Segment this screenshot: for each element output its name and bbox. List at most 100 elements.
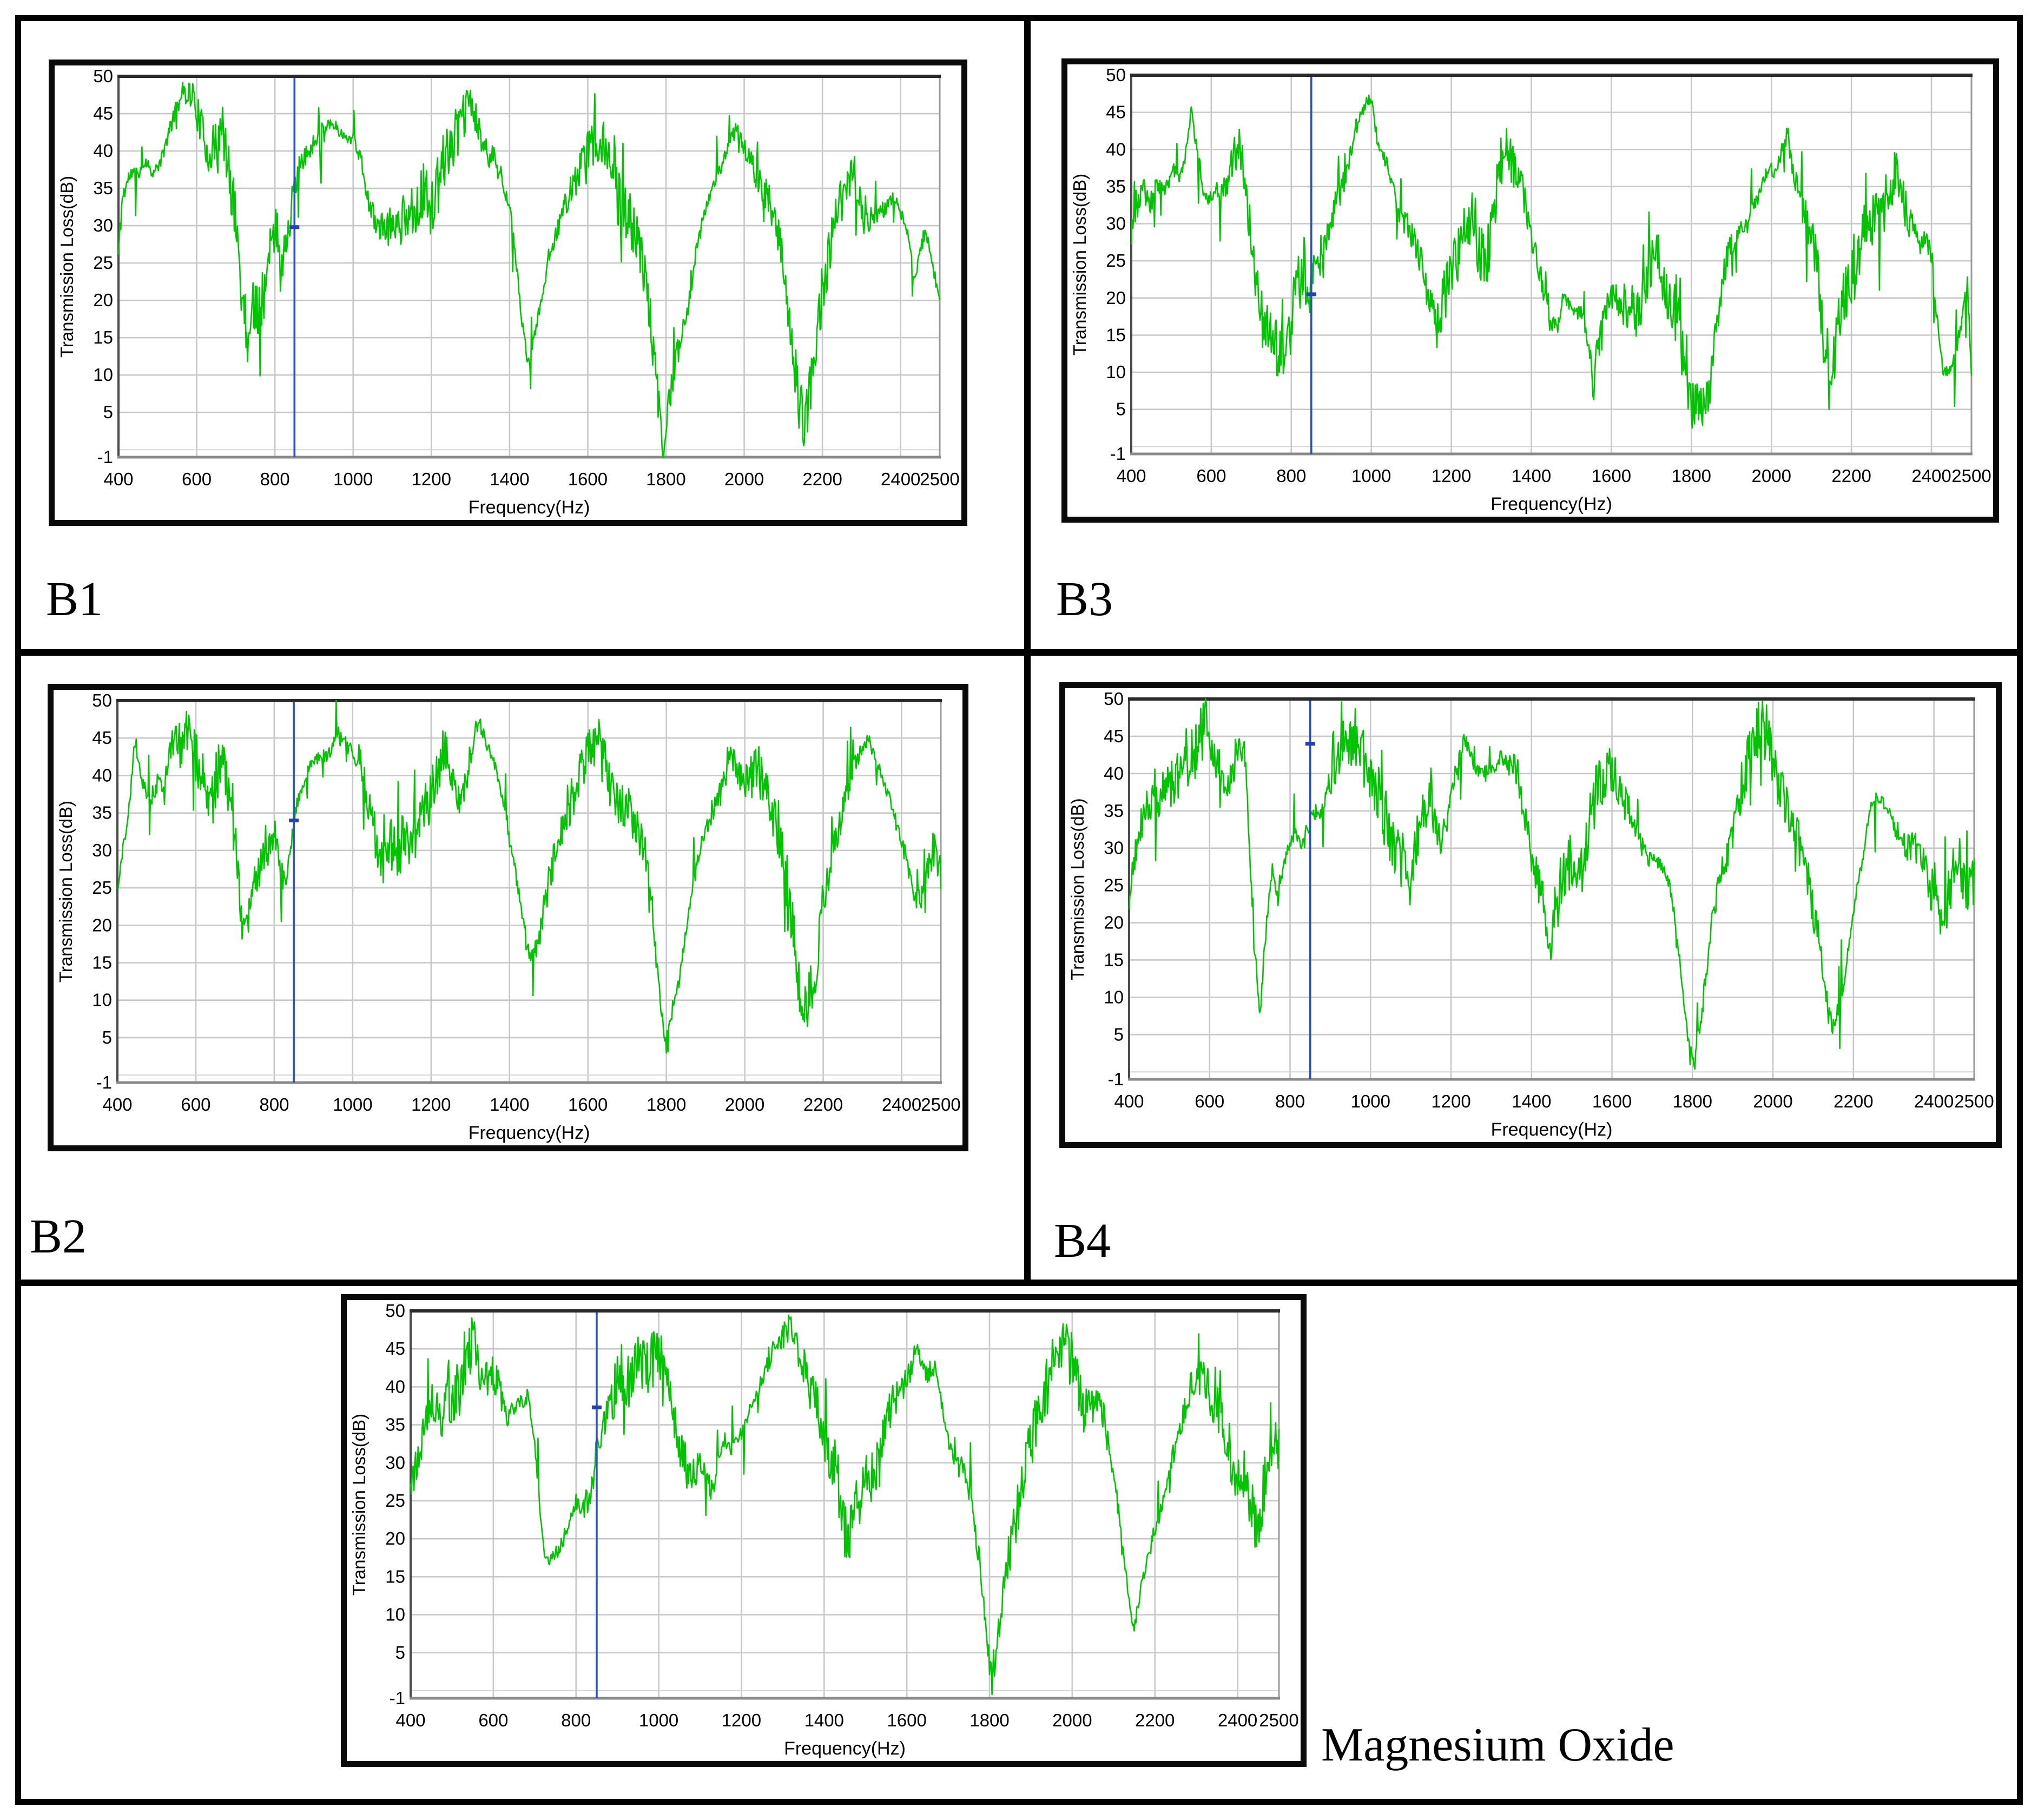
x-tick-label: 1400 [804, 1710, 844, 1730]
table-border [15, 15, 2023, 1805]
x-tick-label: 400 [1114, 1091, 1144, 1111]
chart-b1-canvas: 50 45 40 35 30 25 20 15 10 5 -1400 600 800 1000 1200 14… [57, 66, 960, 518]
x-tick-label: 2400 [882, 1094, 921, 1115]
x-tick-label: 2500 [1259, 1710, 1298, 1730]
y-tick-label: 15 [385, 1566, 405, 1586]
x-tick-label: 2500 [1951, 466, 1991, 486]
x-tick-label: 1000 [1351, 466, 1391, 486]
y-tick-label: 15 [92, 953, 112, 973]
y-tick-label: 45 [92, 728, 112, 748]
x-tick-label: 1800 [647, 1094, 686, 1115]
y-tick-label: 35 [1106, 176, 1126, 196]
x-tick-label: 2000 [1753, 1091, 1792, 1111]
x-tick-label: 2500 [1954, 1091, 1994, 1111]
y-tick-label: 50 [1106, 65, 1126, 85]
y-tick-label: 35 [1104, 801, 1124, 821]
y-tick-label: -1 [390, 1688, 405, 1708]
x-tick-label: 400 [1116, 466, 1146, 486]
y-tick-label: 5 [395, 1643, 405, 1663]
x-tick-label: 2000 [725, 1094, 764, 1115]
x-axis-title: Frequency(Hz) [1490, 494, 1612, 515]
x-tick-label: 2400 [881, 469, 920, 489]
x-tick-label: 1600 [568, 1094, 608, 1115]
transmission-loss-line [117, 82, 941, 458]
x-tick-label: 600 [478, 1710, 508, 1730]
cursor-marker [1306, 292, 1316, 296]
x-tick-label: 1000 [639, 1710, 678, 1730]
y-tick-label: 10 [1106, 362, 1126, 382]
y-tick-label: 25 [385, 1491, 405, 1511]
y-tick-label: 45 [93, 103, 113, 123]
y-tick-label: 35 [93, 178, 113, 198]
x-axis-title: Frequency(Hz) [1491, 1119, 1613, 1140]
x-tick-label: 1600 [887, 1710, 926, 1730]
x-tick-label: 2000 [1752, 466, 1791, 486]
y-axis-title: Transmission Loss(dB) [57, 176, 77, 358]
y-tick-label: -1 [97, 447, 113, 467]
y-axis-title: Transmission Loss(dB) [349, 1414, 369, 1595]
x-tick-label: 1000 [333, 469, 373, 489]
chart-panel-b2: 50 45 40 35 30 25 20 15 10 5 -1 400 600 800 1000 1200 14… [48, 684, 968, 1151]
y-tick-label: 15 [1104, 949, 1124, 970]
panel-label-magnesium-oxide: Magnesium Oxide [1321, 1719, 1674, 1771]
x-tick-label: 2500 [921, 1094, 960, 1115]
chart-magnesium-oxide-canvas: 50 45 40 35 30 25 20 15 10 5 -1400 600 800 1000 1200 14… [349, 1301, 1299, 1759]
x-tick-label: 1800 [646, 469, 685, 489]
y-tick-label: 30 [1106, 214, 1126, 234]
x-tick-label: 1200 [1431, 1091, 1470, 1111]
y-tick-label: 40 [93, 141, 113, 161]
chart-b4-canvas: 50 45 40 35 30 25 20 15 10 5 -1400 600 800 1000 1200 14… [1067, 689, 1994, 1140]
x-tick-label: 1800 [1672, 466, 1711, 486]
y-tick-label: 50 [92, 690, 112, 710]
y-tick-label: 20 [1104, 913, 1124, 933]
x-tick-label: 2000 [1052, 1710, 1092, 1730]
x-tick-label: 1200 [1432, 466, 1471, 486]
x-tick-label: 800 [1275, 1091, 1305, 1111]
x-tick-label: 2200 [1831, 466, 1871, 486]
y-tick-label: 5 [103, 402, 113, 422]
x-tick-label: 1200 [722, 1710, 761, 1730]
x-tick-label: 1800 [1673, 1091, 1712, 1111]
y-tick-label: 20 [93, 290, 113, 310]
x-tick-label: 1400 [1512, 1091, 1551, 1111]
y-tick-label: 10 [92, 990, 112, 1010]
y-tick-label: 20 [385, 1528, 405, 1548]
y-tick-label: 25 [92, 878, 112, 898]
y-tick-label: 35 [92, 803, 112, 823]
y-tick-label: 40 [92, 765, 112, 785]
x-tick-label: 800 [259, 1094, 289, 1115]
y-tick-label: 15 [93, 327, 113, 347]
y-tick-label: -1 [96, 1072, 112, 1092]
x-tick-label: 2200 [1135, 1710, 1175, 1730]
chart-panel-b1: 50 45 40 35 30 25 20 15 10 5 -1 400 600 800 1000 1200 14… [49, 60, 967, 526]
y-tick-label: -1 [1110, 444, 1126, 464]
table-divider-horizontal-1 [15, 649, 2023, 656]
x-tick-label: 2400 [1914, 1091, 1954, 1111]
y-tick-label: 35 [385, 1415, 405, 1435]
x-tick-label: 1400 [1512, 466, 1551, 486]
x-tick-label: 800 [260, 469, 290, 489]
chart-panel-b4: 50 45 40 35 30 25 20 15 10 5 -1 400 600 800 1000 1200 14… [1059, 682, 2002, 1148]
y-tick-label: 15 [1106, 325, 1126, 345]
cursor-marker [1305, 742, 1315, 746]
y-tick-label: 20 [92, 915, 112, 935]
y-tick-label: 30 [92, 840, 112, 860]
y-tick-label: 50 [93, 66, 113, 86]
x-tick-label: 2500 [920, 469, 959, 489]
x-tick-label: 1200 [411, 1094, 451, 1115]
y-tick-label: 25 [93, 253, 113, 273]
y-tick-label: 5 [1116, 399, 1126, 419]
x-tick-label: 2200 [803, 1094, 843, 1115]
transmission-loss-line [1128, 698, 1975, 1070]
x-tick-label: 400 [103, 469, 133, 489]
y-tick-label: 5 [102, 1027, 112, 1047]
panel-label-b1: B1 [46, 572, 103, 626]
x-tick-label: 600 [1195, 1091, 1224, 1111]
cursor-marker [591, 1405, 602, 1409]
x-tick-label: 1600 [1592, 466, 1631, 486]
y-axis-title: Transmission Loss(dB) [1067, 798, 1087, 980]
chart-b2-canvas: 50 45 40 35 30 25 20 15 10 5 -1400 600 800 1000 1200 14… [56, 690, 961, 1143]
y-tick-label: 45 [1106, 102, 1126, 122]
x-axis-title: Frequency(Hz) [469, 1123, 590, 1143]
